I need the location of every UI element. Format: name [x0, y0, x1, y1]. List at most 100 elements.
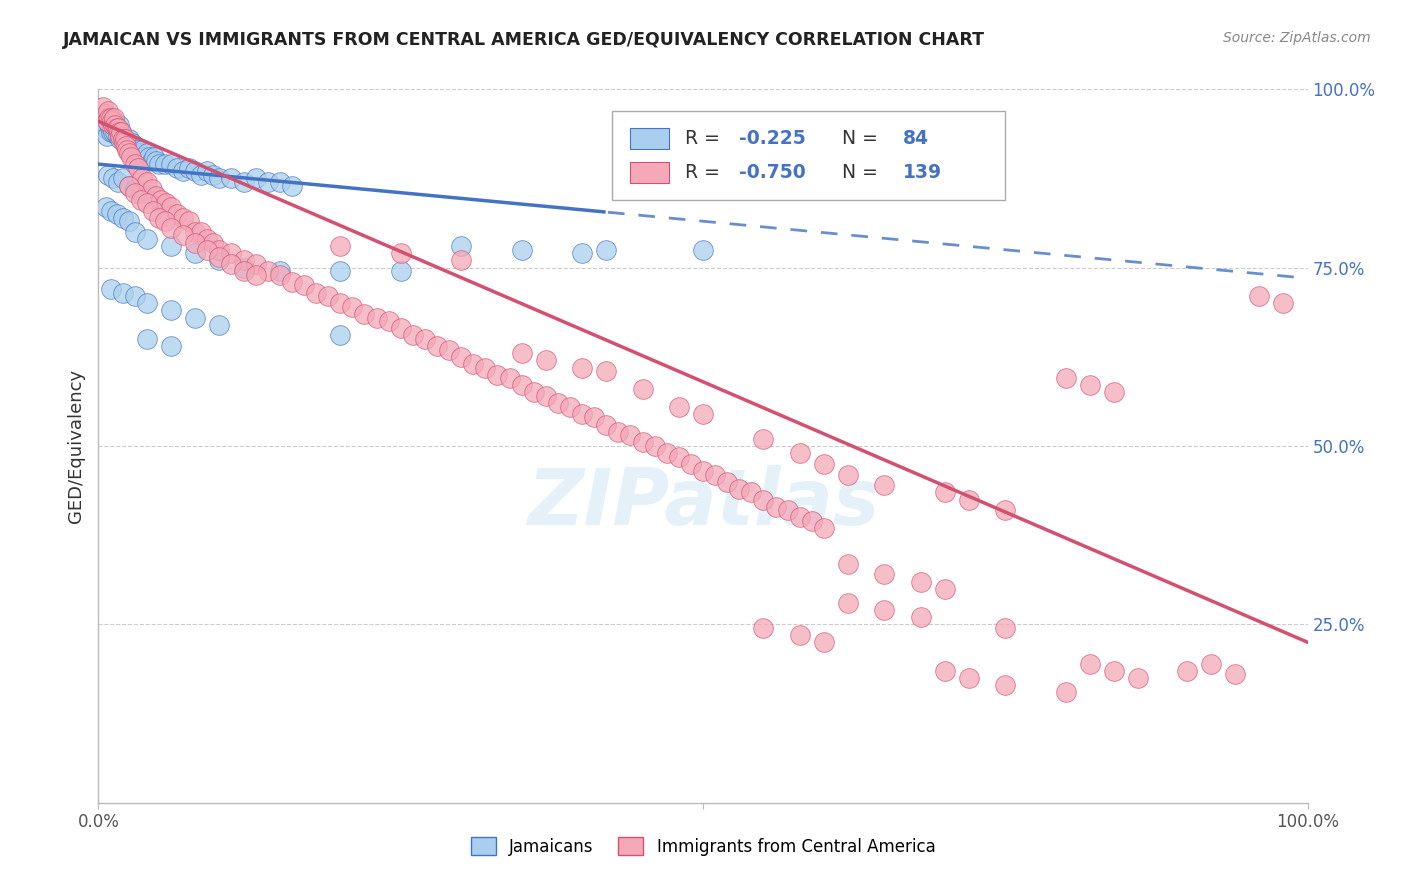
Point — [813, 635, 835, 649]
Point — [111, 132, 134, 146]
Point — [752, 432, 775, 446]
Point — [837, 557, 859, 571]
Point — [910, 574, 932, 589]
Point — [547, 396, 569, 410]
Point — [94, 107, 117, 121]
Point — [534, 353, 557, 368]
Point — [571, 246, 593, 260]
Point — [118, 178, 141, 193]
Text: ZIPatlas: ZIPatlas — [527, 465, 879, 541]
Point — [644, 439, 666, 453]
Point — [111, 128, 134, 143]
Point — [96, 114, 118, 128]
Point — [934, 664, 956, 678]
Point — [100, 203, 122, 218]
Point — [111, 211, 134, 225]
Point — [100, 282, 122, 296]
Point — [837, 467, 859, 482]
Point — [619, 428, 641, 442]
Point — [1054, 685, 1077, 699]
Point — [97, 103, 120, 118]
Point — [141, 153, 163, 168]
Point — [994, 678, 1017, 692]
Point — [752, 492, 775, 507]
Point — [172, 228, 194, 243]
Point — [124, 186, 146, 200]
Point — [752, 621, 775, 635]
Point — [96, 128, 118, 143]
Point — [138, 150, 160, 164]
Point — [232, 260, 254, 275]
Point — [221, 171, 243, 186]
Point — [269, 268, 291, 282]
Point — [789, 628, 811, 642]
Bar — [630, 128, 669, 149]
Point — [776, 503, 799, 517]
Point — [135, 296, 157, 310]
Point — [994, 503, 1017, 517]
Point — [486, 368, 509, 382]
FancyBboxPatch shape — [613, 111, 1005, 200]
Point — [172, 164, 194, 178]
Point — [107, 121, 129, 136]
Point — [153, 157, 176, 171]
Point — [1199, 657, 1222, 671]
Point — [934, 485, 956, 500]
Point — [124, 157, 146, 171]
Point — [150, 193, 173, 207]
Point — [110, 125, 132, 139]
Point — [118, 146, 141, 161]
Point — [153, 214, 176, 228]
Point — [108, 118, 131, 132]
Point — [789, 510, 811, 524]
Point — [595, 243, 617, 257]
Point — [668, 450, 690, 464]
Point — [1272, 296, 1295, 310]
Point — [128, 146, 150, 161]
Point — [105, 121, 128, 136]
Point — [1102, 385, 1125, 400]
Point — [155, 196, 177, 211]
Point — [184, 225, 207, 239]
Point — [142, 203, 165, 218]
Point — [115, 139, 138, 153]
Point — [97, 168, 120, 182]
Point — [716, 475, 738, 489]
Point — [389, 264, 412, 278]
Point — [413, 332, 436, 346]
Point — [281, 178, 304, 193]
Point — [117, 143, 139, 157]
Point — [108, 128, 131, 143]
Point — [221, 257, 243, 271]
Point — [1078, 657, 1101, 671]
Point — [389, 246, 412, 260]
Point — [104, 125, 127, 139]
Point — [160, 239, 183, 253]
Point — [534, 389, 557, 403]
Point — [256, 175, 278, 189]
Point — [135, 332, 157, 346]
Point — [571, 407, 593, 421]
Point — [190, 168, 212, 182]
Text: Source: ZipAtlas.com: Source: ZipAtlas.com — [1223, 31, 1371, 45]
Point — [463, 357, 485, 371]
Point — [523, 385, 546, 400]
Bar — [630, 162, 669, 184]
Point — [292, 278, 315, 293]
Point — [100, 111, 122, 125]
Point — [105, 207, 128, 221]
Point — [124, 139, 146, 153]
Point — [184, 310, 207, 325]
Point — [195, 164, 218, 178]
Point — [111, 171, 134, 186]
Point — [202, 235, 225, 250]
Point — [402, 328, 425, 343]
Point — [934, 582, 956, 596]
Point — [450, 350, 472, 364]
Point — [114, 132, 136, 146]
Point — [329, 264, 352, 278]
Point — [202, 168, 225, 182]
Point — [571, 360, 593, 375]
Point — [873, 567, 896, 582]
Point — [1078, 378, 1101, 392]
